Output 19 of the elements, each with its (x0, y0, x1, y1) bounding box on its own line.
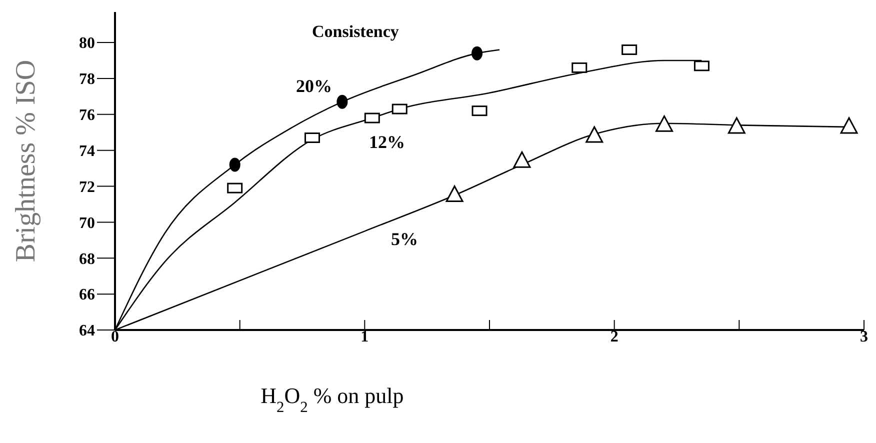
annotation: 20% (296, 76, 332, 97)
y-tick-label: 70 (79, 214, 95, 232)
x-axis-title: H$_{2}$O$_{2}$ % on pulp (260, 383, 404, 416)
y-tick-label: 80 (79, 35, 95, 52)
y-tick-label: 74 (79, 143, 95, 160)
annotation: 12% (369, 132, 405, 153)
y-tick-label: 76 (79, 107, 95, 124)
annotation: Consistency (312, 22, 399, 42)
y-tick-label: 68 (79, 250, 95, 268)
x-tick-label: 1 (360, 328, 369, 346)
x-tick-label: 2 (610, 328, 618, 346)
y-tick-label: 78 (79, 71, 95, 88)
y-tick-label: 72 (79, 178, 95, 196)
y-tick-label: 64 (79, 322, 95, 340)
annotation: 5% (391, 229, 418, 250)
x-tick-label: 3 (860, 328, 868, 346)
y-tick-label: 66 (79, 286, 95, 304)
y-axis-title: Brightness % ISO (10, 60, 42, 262)
x-tick-label: 0 (111, 328, 119, 346)
